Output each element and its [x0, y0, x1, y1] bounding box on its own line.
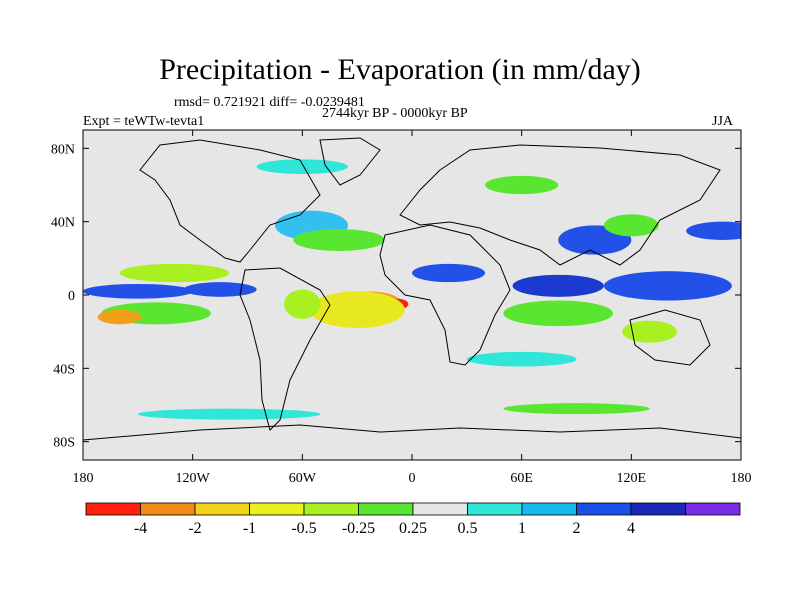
colorbar-label: -4: [133, 520, 148, 537]
lon-tick-label: 120W: [176, 471, 211, 486]
lon-tick-label: 180: [73, 471, 94, 486]
colorbar-swatch: [576, 502, 632, 516]
colorbar-swatch: [140, 502, 196, 516]
colorbar-label: -0.25: [341, 520, 376, 537]
anomaly-north-pacific-dry: [119, 263, 230, 283]
colorbar-swatch: [412, 502, 468, 516]
lat-tick-label: 40N: [51, 216, 75, 231]
anomaly-south-indian-wet: [466, 351, 577, 367]
colorbar-label: 4: [627, 520, 635, 537]
lon-tick-label: 180: [731, 471, 752, 486]
anomaly-southern-ocean-wet: [137, 408, 321, 420]
colorbar-swatch: [630, 502, 686, 516]
colorbar-label: -0.5: [291, 520, 317, 537]
coast-north-america: [139, 139, 321, 263]
colorbar-label: -1: [242, 520, 257, 537]
colorbar-swatch: [85, 502, 141, 516]
lon-tick-label: 60E: [510, 471, 533, 486]
anomaly-asia-dry: [603, 214, 659, 237]
colorbar-label: 0.25: [399, 520, 427, 537]
anomaly-eq-pacific-wet-2: [183, 282, 257, 297]
colorbar-swatch: [358, 502, 414, 516]
anomaly-north-pacific-wet: [686, 221, 741, 240]
colorbar-swatch: [194, 502, 250, 516]
stats-line: rmsd= 0.721921 diff= -0.0239481: [174, 95, 365, 110]
lat-tick-label: 0: [68, 289, 75, 304]
coast-africa: [379, 224, 511, 366]
colorbar: [85, 502, 741, 516]
colorbar-swatch: [303, 502, 359, 516]
lon-tick-label: 60W: [289, 471, 317, 486]
season-label: JJA: [712, 114, 734, 129]
anomaly-south-pacific-dry: [97, 309, 142, 325]
anomaly-atlantic-dry-outer: [309, 291, 405, 328]
anomaly-amazon-dry: [284, 289, 321, 319]
colorbar-label: 2: [572, 520, 581, 537]
lat-tick-label: 80S: [53, 436, 75, 451]
anomaly-australia-dry: [622, 320, 678, 343]
colorbar-label: 1: [518, 520, 526, 537]
coast-greenland: [319, 137, 381, 186]
colorbar-swatch: [467, 502, 523, 516]
lat-tick-label: 80N: [51, 142, 75, 157]
experiment-label: Expt = teWTw-tevta1: [83, 114, 205, 129]
period-line: 2744kyr BP - 0000kyr BP: [322, 106, 468, 121]
longitude-axis: 180 120W 60W 0 60E 120E 180: [73, 130, 752, 486]
anomaly-west-pacific-wet: [603, 271, 732, 301]
latitude-axis: 80N 40N 0 40S 80S: [51, 142, 741, 451]
anomaly-fields: [83, 159, 741, 420]
colorbar-label: -2: [188, 520, 202, 537]
colorbar-swatch: [521, 502, 577, 516]
anomaly-sahel-wet: [412, 263, 486, 283]
anomaly-north-atlantic-dry: [293, 229, 385, 251]
colorbar-swatch: [249, 502, 305, 516]
anomaly-indian-ocean-dry: [503, 300, 614, 327]
lat-tick-label: 40S: [53, 362, 75, 377]
coastlines: [83, 137, 741, 441]
lon-tick-label: 120E: [617, 471, 647, 486]
plot-title: Precipitation - Evaporation (in mm/day): [159, 53, 641, 86]
coast-antarctica: [83, 424, 741, 441]
colorbar-label: 0.5: [457, 520, 478, 537]
anomaly-siberia-dry: [485, 175, 559, 195]
lon-tick-label: 0: [409, 471, 416, 486]
anomaly-southern-ocean-dry: [503, 403, 650, 415]
colorbar-swatch: [685, 502, 741, 516]
coast-south-america: [239, 267, 331, 431]
anomaly-arctic-wet: [256, 159, 349, 175]
anomaly-indian-ocean-wet: [512, 274, 604, 297]
coast-eurasia: [399, 144, 721, 266]
coast-australia: [629, 309, 711, 366]
anomaly-eq-pacific-wet: [83, 284, 193, 299]
